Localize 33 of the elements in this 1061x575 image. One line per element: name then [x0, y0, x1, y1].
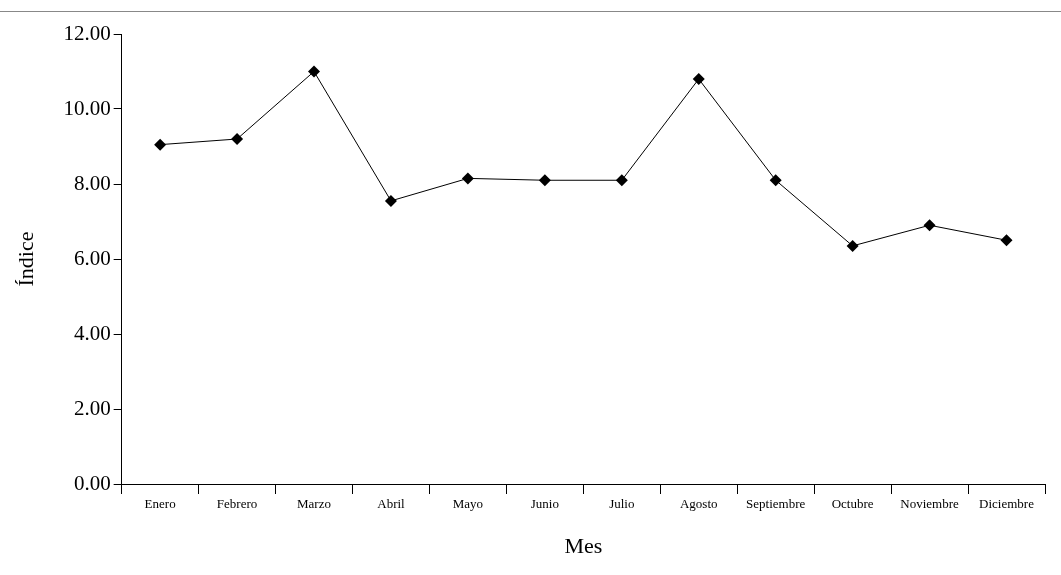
point: [231, 133, 244, 145]
y-tick-label: 2.00: [73, 395, 111, 420]
x-tick-label: Abril: [377, 496, 406, 512]
point: [461, 172, 474, 185]
point: [615, 174, 628, 187]
y-tick-label: 4.00: [73, 320, 111, 345]
point: [692, 73, 705, 85]
y-tick-label: 12.00: [63, 20, 111, 45]
x-tick-label: Febrero: [216, 496, 258, 512]
point: [1000, 234, 1013, 247]
y-axis-title: Índice: [12, 231, 38, 287]
point: [308, 65, 321, 78]
y-tick-label: 8.00: [73, 170, 111, 195]
y-tick-label: 6.00: [73, 245, 111, 270]
x-tick-label: Octubre: [831, 496, 874, 512]
x-tick-label: Diciembre: [979, 496, 1035, 512]
x-tick-label: Marzo: [297, 496, 331, 512]
point: [846, 239, 859, 252]
x-tick-label: Julio: [609, 496, 635, 512]
point: [384, 194, 397, 207]
point: [154, 138, 167, 151]
y-tick-label: 0.00: [73, 470, 111, 495]
x-tick-label: Enero: [144, 496, 176, 512]
y-tick-label: 10.00: [63, 95, 111, 120]
x-tick-label: Junio: [530, 496, 559, 512]
x-tick-label: Noviembre: [900, 496, 960, 512]
point: [923, 219, 936, 232]
x-axis-title: Mes: [564, 532, 603, 558]
x-tick-label: Agosto: [679, 496, 718, 512]
x-tick-label: Septiembre: [746, 496, 806, 512]
x-tick-label: Mayo: [452, 496, 484, 512]
point: [538, 174, 551, 187]
point: [769, 174, 782, 187]
